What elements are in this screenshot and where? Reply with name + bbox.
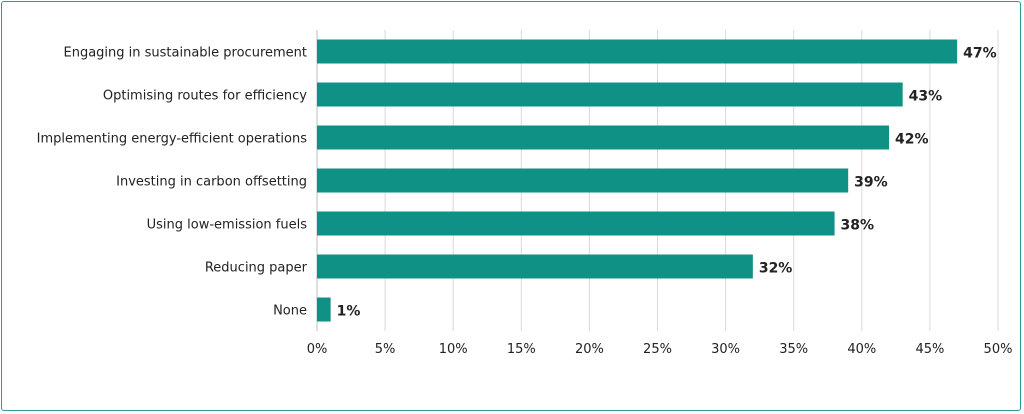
value-label: 43% bbox=[909, 89, 943, 105]
value-label: 38% bbox=[841, 218, 875, 234]
bar bbox=[317, 82, 903, 107]
category-labels: Engaging in sustainable procurement Optim… bbox=[37, 46, 308, 319]
category-label: Investing in carbon offsetting bbox=[116, 175, 307, 190]
value-labels: 47% 43% 42% 39% 38% 32% 1% bbox=[337, 46, 997, 320]
x-tick-label: 15% bbox=[507, 342, 536, 357]
bar bbox=[317, 168, 849, 193]
value-label: 42% bbox=[895, 132, 929, 148]
x-tick-label: 0% bbox=[307, 342, 328, 357]
bar bbox=[317, 254, 753, 279]
x-tick-label: 50% bbox=[984, 342, 1013, 357]
x-tick-labels: 0% 5% 10% 15% 20% 25% 30% 35% 40% 45% 50% bbox=[307, 342, 1013, 357]
gridlines bbox=[316, 30, 999, 331]
bars bbox=[317, 39, 958, 322]
x-tick-label: 10% bbox=[439, 342, 468, 357]
category-label: None bbox=[273, 304, 307, 319]
x-tick-label: 20% bbox=[575, 342, 604, 357]
category-label: Reducing paper bbox=[205, 261, 308, 276]
bar bbox=[317, 125, 890, 150]
x-tick-label: 30% bbox=[711, 342, 740, 357]
value-label: 47% bbox=[963, 46, 997, 62]
category-label: Using low-emission fuels bbox=[147, 218, 308, 233]
category-label: Engaging in sustainable procurement bbox=[63, 46, 307, 61]
bar bbox=[317, 211, 835, 236]
x-tick-label: 45% bbox=[915, 342, 944, 357]
x-tick-label: 40% bbox=[847, 342, 876, 357]
value-label: 32% bbox=[759, 261, 793, 277]
x-tick-label: 5% bbox=[375, 342, 396, 357]
value-label: 1% bbox=[337, 304, 361, 320]
x-tick-label: 25% bbox=[643, 342, 672, 357]
value-label: 39% bbox=[854, 175, 888, 191]
bar bbox=[317, 39, 958, 64]
x-tick-label: 35% bbox=[779, 342, 808, 357]
category-label: Optimising routes for efficiency bbox=[103, 89, 307, 104]
bar bbox=[317, 297, 331, 322]
category-label: Implementing energy-efficient operations bbox=[37, 132, 308, 147]
